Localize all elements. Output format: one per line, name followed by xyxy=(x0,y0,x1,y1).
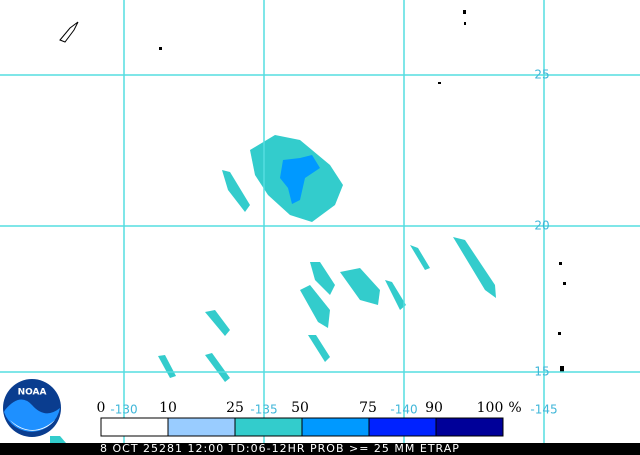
lat-label: 15 xyxy=(534,365,549,379)
lon-label: -140 xyxy=(390,403,417,417)
lat-label: 20 xyxy=(534,219,549,233)
lon-label: -130 xyxy=(110,403,137,417)
probability-areas xyxy=(50,135,496,443)
legend-label: 90 xyxy=(425,400,443,416)
logo-text: NOAA xyxy=(18,388,47,398)
legend-unit: % xyxy=(508,400,521,416)
footer-bar xyxy=(0,443,640,455)
legend-label: 25 xyxy=(226,400,244,416)
axis-labels: 25 20 15 -130 -135 -140 -145 xyxy=(110,68,557,417)
lon-label: -145 xyxy=(530,403,557,417)
legend-label: 0 xyxy=(97,400,106,416)
graticule xyxy=(0,0,640,443)
land xyxy=(59,10,566,372)
lat-label: 25 xyxy=(534,68,549,82)
legend-label: 50 xyxy=(291,400,309,416)
footer-text: 8 OCT 25281 12:00 TD:06-12HR PROB >= 25 … xyxy=(100,442,460,455)
legend-label: 10 xyxy=(159,400,177,416)
legend xyxy=(100,417,504,437)
noaa-logo: NOAA xyxy=(3,379,61,437)
legend-label: 75 xyxy=(359,400,377,416)
legend-labels: 0 10 25 50 75 90 100% xyxy=(97,400,522,416)
lon-label: -135 xyxy=(250,403,277,417)
legend-label: 100 xyxy=(477,400,504,416)
